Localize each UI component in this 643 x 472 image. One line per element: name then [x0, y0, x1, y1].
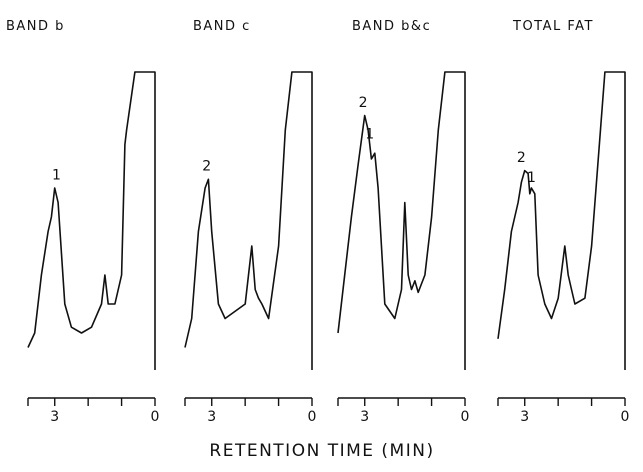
chromatogram-trace: [27, 71, 156, 370]
panel-title: BAND b: [6, 19, 65, 34]
peak-label: 1: [365, 127, 374, 143]
panel-title: BAND c: [193, 19, 251, 34]
peak-label: 2: [517, 150, 526, 166]
chromatogram-panel: TOTAL FAT 21 3 0: [497, 19, 630, 425]
x-tick-label: 0: [308, 409, 317, 425]
chromatogram-panel: BAND c 2 3 0: [184, 19, 317, 425]
x-tick-label: 3: [50, 409, 59, 425]
x-axis-title: RETENTION TIME (MIN): [209, 441, 434, 461]
chromatogram-panel: BAND b&c 2 1 3 0: [337, 19, 470, 425]
x-tick-label: 3: [360, 409, 369, 425]
x-tick-label: 0: [461, 409, 470, 425]
peak-label: 1: [52, 167, 61, 183]
chromatogram-trace: [337, 71, 466, 370]
peak-label: 1: [527, 170, 536, 186]
chromatogram-panel: BAND b 1 3 0: [6, 19, 159, 425]
panel-title: BAND b&c: [352, 19, 431, 34]
x-tick-label: 3: [207, 409, 216, 425]
x-tick-label: 3: [520, 409, 529, 425]
peak-label: 2: [359, 95, 368, 111]
peak-label: 2: [202, 159, 211, 175]
panel-title: TOTAL FAT: [512, 19, 594, 34]
x-tick-label: 0: [621, 409, 630, 425]
chromatogram-trace: [184, 71, 313, 370]
chromatogram-trace: [497, 71, 626, 370]
x-tick-label: 0: [151, 409, 160, 425]
